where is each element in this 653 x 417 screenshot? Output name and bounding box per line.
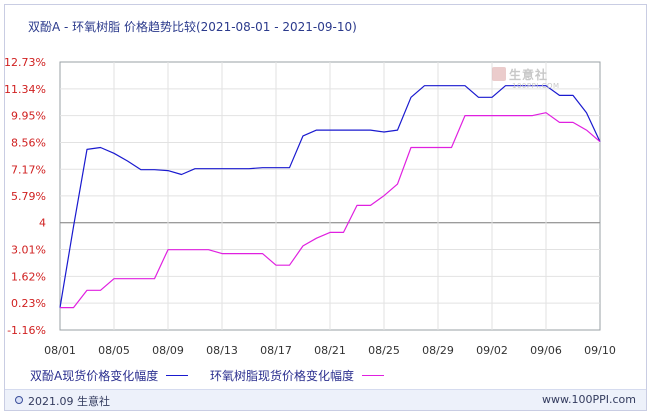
chart-frame (4, 4, 647, 411)
x-tick-label: 08/17 (260, 344, 292, 357)
legend-label-bisphenol-a: 双酚A现货价格变化幅度 (30, 369, 159, 383)
footer-brand: 生意社 (77, 395, 110, 408)
x-tick-label: 09/06 (530, 344, 562, 357)
watermark-url: 100PPI.COM (512, 82, 560, 90)
series-layer (59, 85, 601, 309)
series-line-bisphenol-a (59, 85, 601, 308)
y-tick-label: 8.56% (11, 136, 46, 149)
watermark: 生意社 100PPI.COM (492, 66, 560, 90)
x-tick-label: 08/29 (422, 344, 454, 357)
legend-swatch-epoxy-resin (362, 375, 385, 376)
y-tick-label: 12.73% (4, 56, 46, 69)
footer-url: www.100PPI.com (542, 393, 636, 406)
y-tick-label: 1.62% (11, 270, 46, 283)
chart-title: 双酚A - 环氧树脂 价格趋势比较(2021-08-01 - 2021-09-1… (28, 19, 357, 34)
x-tick-label: 08/21 (314, 344, 346, 357)
legend-item-epoxy-resin: 环氧树脂现货价格变化幅度 (210, 367, 385, 384)
x-tick-label: 08/01 (44, 344, 76, 357)
legend-label-epoxy-resin: 环氧树脂现货价格变化幅度 (210, 369, 355, 383)
axis-layer: 12.73% 11.34% 9.95% 8.56% 7.17% 5.79% 4 3.01% 1.… (4, 56, 616, 357)
x-tick-label: 08/09 (152, 344, 184, 357)
y-tick-label: 4 (39, 217, 46, 230)
x-tick-label: 08/05 (98, 344, 130, 357)
x-tick-label: 08/25 (368, 344, 400, 357)
series-line-epoxy-resin (60, 112, 601, 309)
grid-layer (59, 61, 601, 331)
y-tick-label: 3.01% (11, 244, 46, 257)
footer-left: 2021.09 生意社 (15, 393, 110, 409)
watermark-logo-icon (492, 67, 506, 81)
footer-dot-icon (15, 396, 23, 404)
legend-swatch-bisphenol-a (166, 375, 189, 376)
footer-bar: 2021.09 生意社 www.100PPI.com (5, 389, 646, 410)
x-tick-label: 08/13 (206, 344, 238, 357)
y-tick-label: -1.16% (7, 324, 46, 337)
y-tick-label: 11.34% (4, 83, 46, 96)
legend-item-bisphenol-a: 双酚A现货价格变化幅度 (30, 367, 189, 384)
x-tick-label: 09/02 (476, 344, 508, 357)
y-tick-label: 9.95% (11, 110, 46, 123)
x-tick-label: 09/10 (584, 344, 616, 357)
y-tick-label: 0.23% (11, 297, 46, 310)
y-tick-label: 5.79% (11, 190, 46, 203)
y-tick-label: 7.17% (11, 163, 46, 176)
watermark-brand: 生意社 (509, 68, 549, 82)
footer-date: 2021.09 (28, 395, 74, 408)
